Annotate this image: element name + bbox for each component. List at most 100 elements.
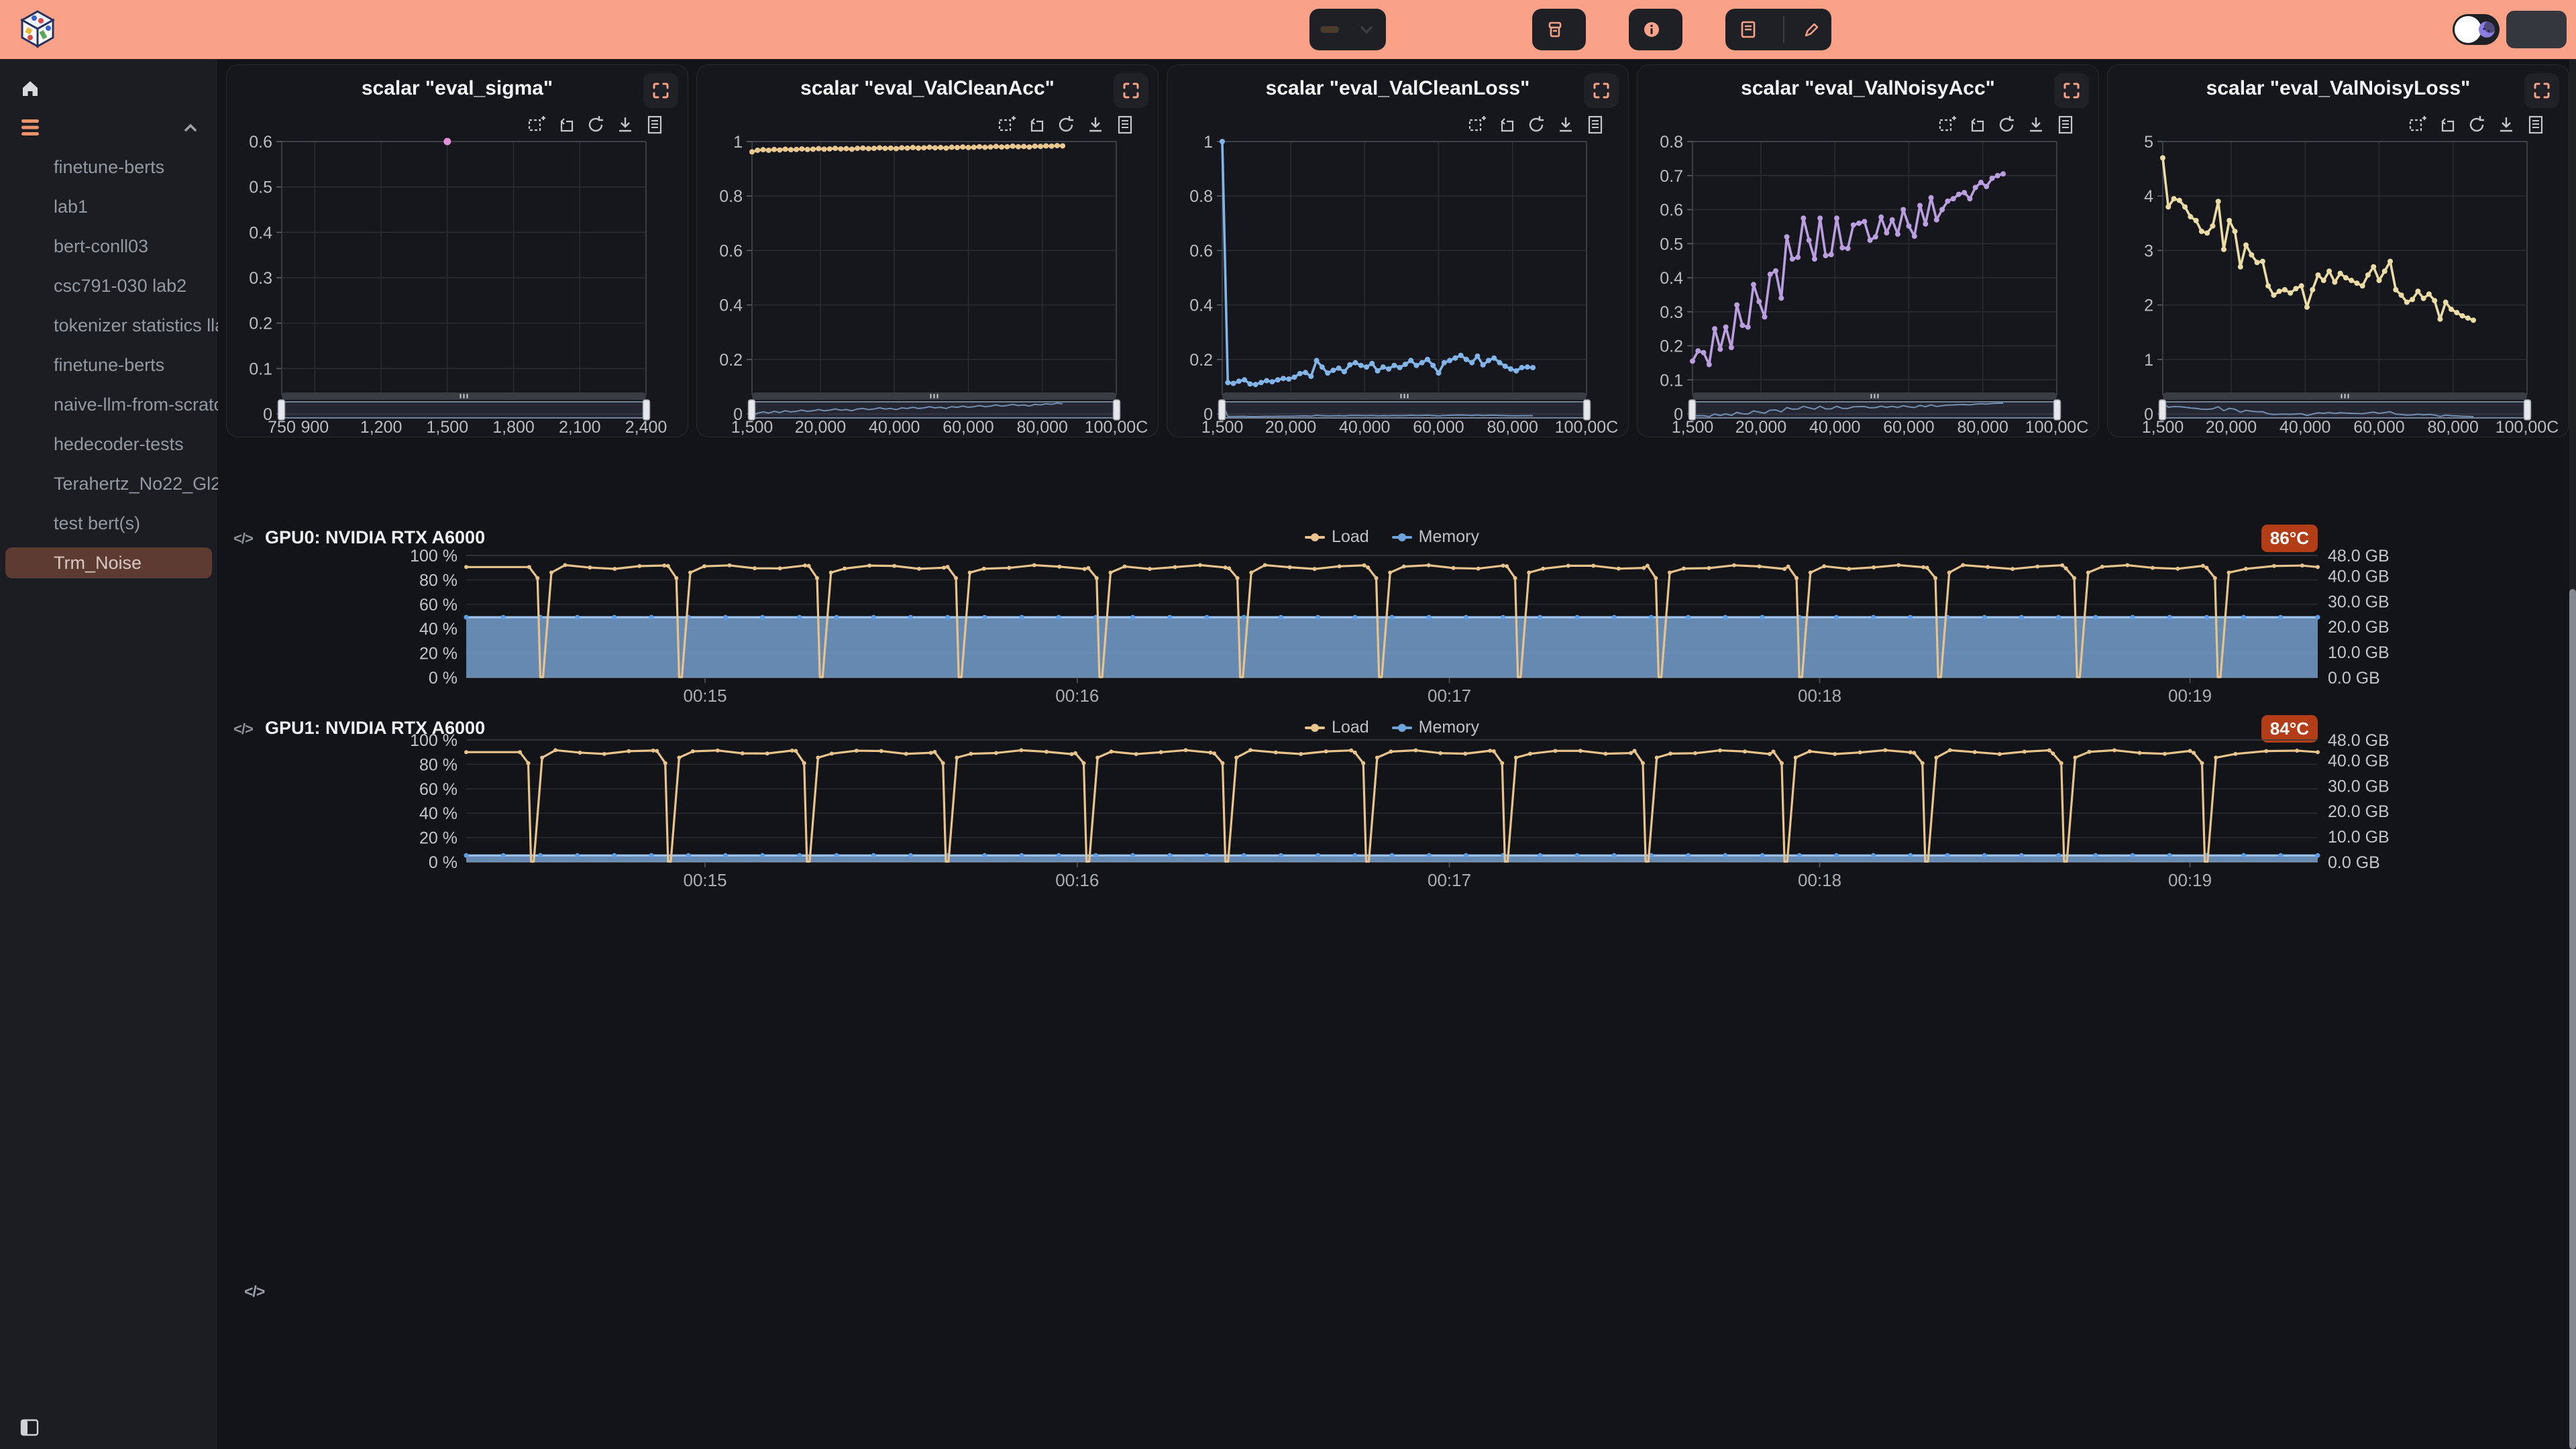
refresh-icon[interactable] bbox=[2467, 115, 2487, 135]
svg-text:00:19: 00:19 bbox=[2168, 686, 2212, 704]
chart-title: scalar "eval_ValCleanLoss" bbox=[1265, 77, 1530, 99]
data-view-icon[interactable] bbox=[1115, 115, 1135, 135]
download-icon[interactable] bbox=[1556, 115, 1576, 135]
sidebar-item-projects[interactable] bbox=[0, 113, 218, 142]
sidebar-project-item[interactable]: finetune-berts bbox=[54, 157, 165, 177]
app-logo[interactable] bbox=[19, 9, 66, 48]
edit-note-button[interactable] bbox=[1792, 21, 1831, 38]
manage-button[interactable] bbox=[1532, 9, 1586, 50]
manage-icon bbox=[1548, 21, 1562, 38]
svg-text:40,000: 40,000 bbox=[1339, 418, 1390, 437]
chart-legend: Load Memory bbox=[1305, 527, 1479, 547]
svg-text:00:18: 00:18 bbox=[1798, 686, 1841, 704]
refresh-icon[interactable] bbox=[1996, 115, 2017, 135]
sidebar-project-item[interactable]: lab1 bbox=[54, 197, 89, 217]
svg-text:20,000: 20,000 bbox=[2206, 418, 2257, 437]
svg-text:0.8: 0.8 bbox=[1660, 133, 1683, 152]
svg-text:1,500: 1,500 bbox=[2142, 418, 2184, 437]
svg-text:0.2: 0.2 bbox=[1189, 351, 1213, 370]
data-view-icon[interactable] bbox=[645, 115, 665, 135]
legend-item-memory[interactable]: Memory bbox=[1391, 527, 1479, 547]
expand-chart-button[interactable] bbox=[2524, 73, 2559, 108]
restore-zoom-icon[interactable] bbox=[556, 115, 576, 135]
expand-chart-button[interactable] bbox=[1114, 73, 1148, 108]
sidebar-project-item[interactable]: test bert(s) bbox=[54, 513, 141, 533]
zoom-select-icon[interactable] bbox=[1937, 115, 1957, 135]
expand-chart-button[interactable] bbox=[2054, 73, 2089, 108]
hardware-device-label: GPU1: NVIDIA RTX A6000 bbox=[265, 718, 486, 738]
refresh-icon[interactable] bbox=[1056, 115, 1076, 135]
download-icon[interactable] bbox=[615, 115, 635, 135]
sidebar-item-overview[interactable] bbox=[0, 74, 218, 103]
sidebar-project-item-selected[interactable]: Trm_Noise bbox=[0, 543, 218, 583]
history-selector[interactable] bbox=[1309, 9, 1386, 50]
zoom-select-icon[interactable] bbox=[1467, 115, 1487, 135]
scalar-plot[interactable]: 1 0.8 0.6 0.4 0.2 01,500 20,000 40,000 60,000 80,… bbox=[697, 125, 1159, 438]
scalar-plot[interactable]: 1 0.8 0.6 0.4 0.2 01,500 20,000 40,000 60,000 80,… bbox=[1167, 125, 1629, 438]
expand-chart-button[interactable] bbox=[1584, 73, 1619, 108]
sidebar-project-item[interactable]: bert-conll03 bbox=[54, 236, 149, 256]
svg-text:20,000: 20,000 bbox=[795, 418, 846, 437]
main-content: scalar "eval_sigma" bbox=[218, 59, 2576, 1449]
refresh-icon[interactable] bbox=[586, 115, 606, 135]
restore-zoom-icon[interactable] bbox=[1497, 115, 1517, 135]
svg-text:0.6: 0.6 bbox=[1660, 201, 1683, 220]
collapse-sidebar-button[interactable] bbox=[0, 1413, 218, 1442]
sidebar-project-item[interactable]: naive-llm-from-scratch bbox=[54, 394, 218, 415]
history-chip bbox=[1320, 26, 1339, 33]
note-button[interactable] bbox=[1725, 9, 1831, 50]
restore-zoom-icon[interactable] bbox=[2437, 115, 2457, 135]
neetbox-logo-icon bbox=[19, 10, 56, 48]
svg-text:60 %: 60 % bbox=[419, 596, 458, 614]
restore-zoom-icon[interactable] bbox=[1026, 115, 1046, 135]
legend-marker bbox=[1391, 535, 1412, 539]
code-icon: </> bbox=[233, 530, 254, 547]
svg-text:100,00C: 100,00C bbox=[2496, 418, 2559, 437]
sidebar-project-item[interactable]: Terahertz_No22_Gl261_gl... bbox=[54, 474, 218, 494]
expand-chart-button[interactable] bbox=[643, 73, 678, 108]
svg-text:2,100: 2,100 bbox=[559, 418, 601, 437]
restore-zoom-icon[interactable] bbox=[1967, 115, 1987, 135]
zoom-select-icon[interactable] bbox=[527, 115, 547, 135]
download-icon[interactable] bbox=[2496, 115, 2516, 135]
svg-text:4: 4 bbox=[2144, 187, 2153, 206]
sidebar-project-item[interactable]: tokenizer statistics llama... bbox=[54, 315, 218, 335]
chevron-up-icon[interactable] bbox=[182, 119, 199, 137]
svg-text:2,400: 2,400 bbox=[625, 418, 667, 437]
params-button[interactable] bbox=[1629, 9, 1682, 50]
sidebar-project-item[interactable]: finetune-berts bbox=[54, 355, 165, 375]
chart-toolbox bbox=[997, 115, 1135, 135]
data-view-icon[interactable] bbox=[2526, 115, 2546, 135]
svg-text:0: 0 bbox=[2144, 405, 2153, 424]
chart-title: scalar "eval_ValNoisyAcc" bbox=[1741, 77, 1995, 99]
sidebar-project-item[interactable]: hedecoder-tests bbox=[54, 434, 184, 454]
legend-item-load[interactable]: Load bbox=[1305, 718, 1369, 737]
theme-toggle[interactable] bbox=[2453, 14, 2500, 45]
scalar-plot[interactable]: 0.8 0.7 0.6 0.5 0.4 0.3 0.2 0.1 01,500 20,000 40,0… bbox=[1638, 125, 2100, 438]
refresh-icon[interactable] bbox=[1526, 115, 1546, 135]
zoom-select-icon[interactable] bbox=[997, 115, 1017, 135]
download-icon[interactable] bbox=[1085, 115, 1106, 135]
svg-text:0: 0 bbox=[1674, 405, 1683, 424]
svg-text:100 %: 100 % bbox=[410, 547, 458, 566]
svg-text:00:17: 00:17 bbox=[1428, 686, 1471, 704]
expand-icon bbox=[1123, 83, 1139, 99]
legend-item-memory[interactable]: Memory bbox=[1391, 718, 1479, 737]
legend-item-load[interactable]: Load bbox=[1305, 527, 1369, 547]
data-view-icon[interactable] bbox=[2055, 115, 2076, 135]
download-icon[interactable] bbox=[2026, 115, 2046, 135]
scrollbar-thumb[interactable] bbox=[2569, 589, 2576, 1449]
svg-text:40,000: 40,000 bbox=[2279, 418, 2330, 437]
login-button[interactable] bbox=[2506, 11, 2567, 48]
svg-text:40,000: 40,000 bbox=[1809, 418, 1860, 437]
svg-text:30.0 GB: 30.0 GB bbox=[2328, 777, 2390, 796]
data-view-icon[interactable] bbox=[1585, 115, 1605, 135]
svg-text:0.0 GB: 0.0 GB bbox=[2328, 669, 2380, 688]
zoom-select-icon[interactable] bbox=[2408, 115, 2428, 135]
sidebar-project-item[interactable]: csc791-030 lab2 bbox=[54, 276, 187, 296]
scalar-plot[interactable]: 5 4 3 2 1 01,500 20,000 40,000 60,000 80,000 100,0… bbox=[2108, 125, 2570, 438]
